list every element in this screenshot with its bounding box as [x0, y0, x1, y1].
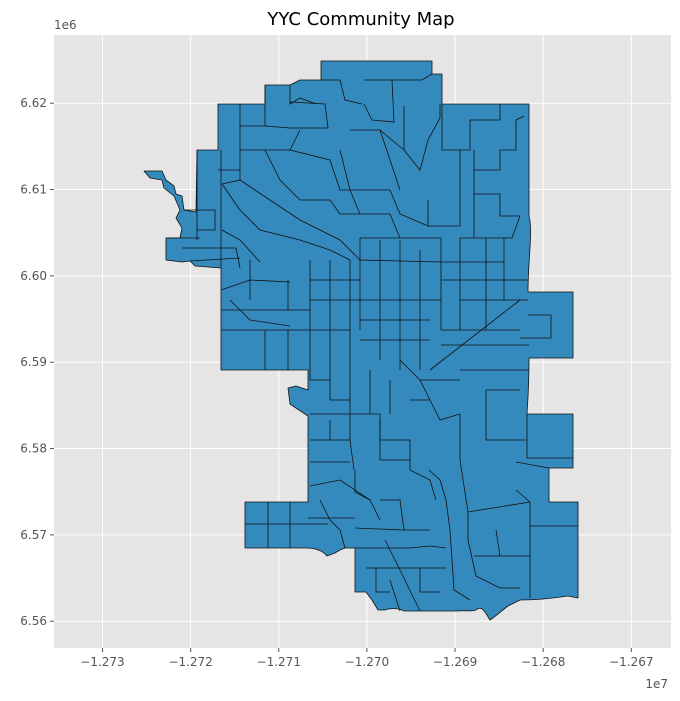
x-tick-label: −1.269: [433, 655, 477, 669]
x-tick-label: −1.268: [521, 655, 565, 669]
y-tick-label: 6.60: [20, 269, 47, 283]
x-tick-label: −1.270: [345, 655, 389, 669]
map-title: YYC Community Map: [266, 9, 454, 30]
x-tick-label: −1.267: [609, 655, 653, 669]
y-tick-label: 6.56: [20, 614, 47, 628]
y-tick-label: 6.58: [20, 442, 47, 456]
community-map: [143, 60, 579, 621]
x-tick-label: −1.271: [257, 655, 301, 669]
y-tick-label: 6.57: [20, 528, 47, 542]
x-tick-label: −1.273: [80, 655, 124, 669]
y-tick-label: 6.61: [20, 183, 47, 197]
y-axis-offset-label: 1e6: [54, 18, 77, 32]
y-tick-label: 6.62: [20, 96, 47, 110]
x-axis-offset-label: 1e7: [645, 677, 668, 691]
community-boundaries: [166, 73, 578, 612]
x-tick-label: −1.272: [168, 655, 212, 669]
y-tick-label: 6.59: [20, 355, 47, 369]
axes: −1.273 −1.272 −1.271 −1.270 −1.269 −1.268 −1.2…: [20, 96, 653, 669]
